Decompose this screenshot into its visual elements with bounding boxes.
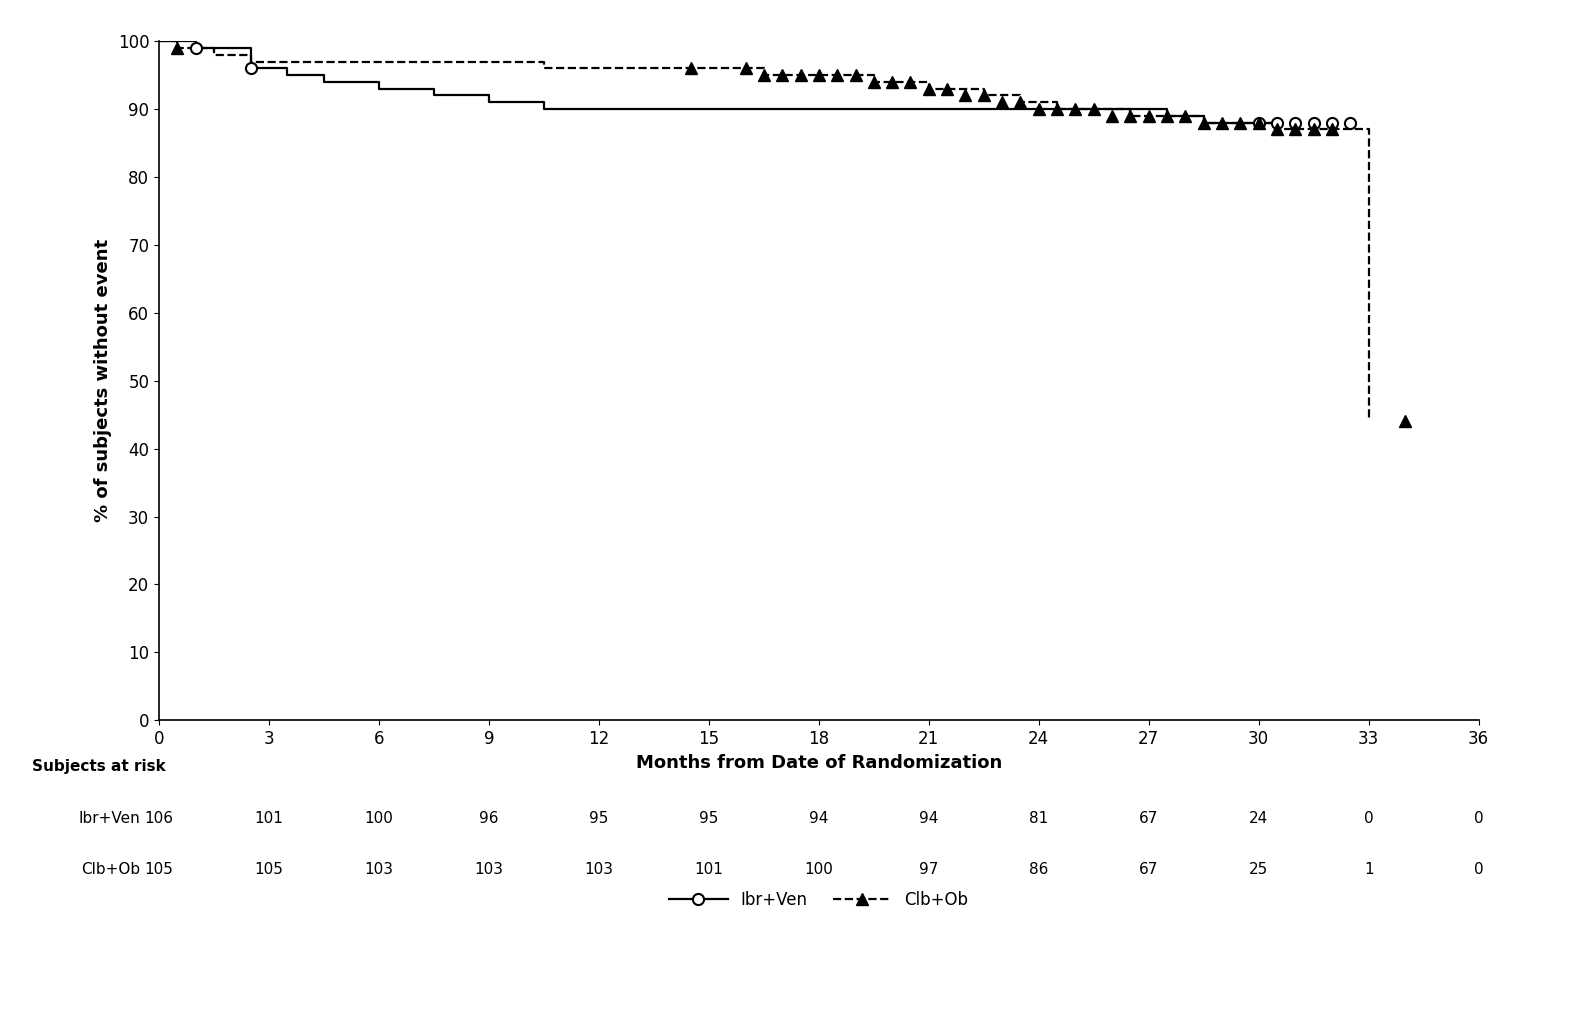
Text: 0: 0: [1474, 811, 1483, 825]
Text: Ibr+Ven: Ibr+Ven: [78, 811, 140, 825]
Text: 103: 103: [364, 862, 393, 877]
Text: 67: 67: [1138, 811, 1159, 825]
Text: 105: 105: [145, 862, 173, 877]
Text: 95: 95: [700, 811, 719, 825]
Text: 96: 96: [479, 811, 499, 825]
Text: 106: 106: [145, 811, 173, 825]
Text: 100: 100: [805, 862, 833, 877]
Text: 95: 95: [590, 811, 609, 825]
Text: 101: 101: [695, 862, 723, 877]
Text: 0: 0: [1364, 811, 1374, 825]
Text: 103: 103: [585, 862, 614, 877]
Text: Clb+Ob: Clb+Ob: [81, 862, 140, 877]
Text: 67: 67: [1138, 862, 1159, 877]
Text: Subjects at risk: Subjects at risk: [32, 759, 165, 774]
X-axis label: Months from Date of Randomization: Months from Date of Randomization: [636, 753, 1002, 772]
Text: 105: 105: [254, 862, 283, 877]
Text: 94: 94: [809, 811, 828, 825]
Text: 24: 24: [1250, 811, 1269, 825]
Text: 86: 86: [1029, 862, 1048, 877]
Text: 97: 97: [919, 862, 938, 877]
Text: 100: 100: [364, 811, 393, 825]
Text: 25: 25: [1250, 862, 1269, 877]
Y-axis label: % of subjects without event: % of subjects without event: [94, 239, 113, 523]
Legend: Ibr+Ven, Clb+Ob: Ibr+Ven, Clb+Ob: [663, 884, 975, 916]
Text: 81: 81: [1029, 811, 1048, 825]
Text: 103: 103: [474, 862, 504, 877]
Text: 1: 1: [1364, 862, 1374, 877]
Text: 94: 94: [919, 811, 938, 825]
Text: 101: 101: [254, 811, 283, 825]
Text: 0: 0: [1474, 862, 1483, 877]
